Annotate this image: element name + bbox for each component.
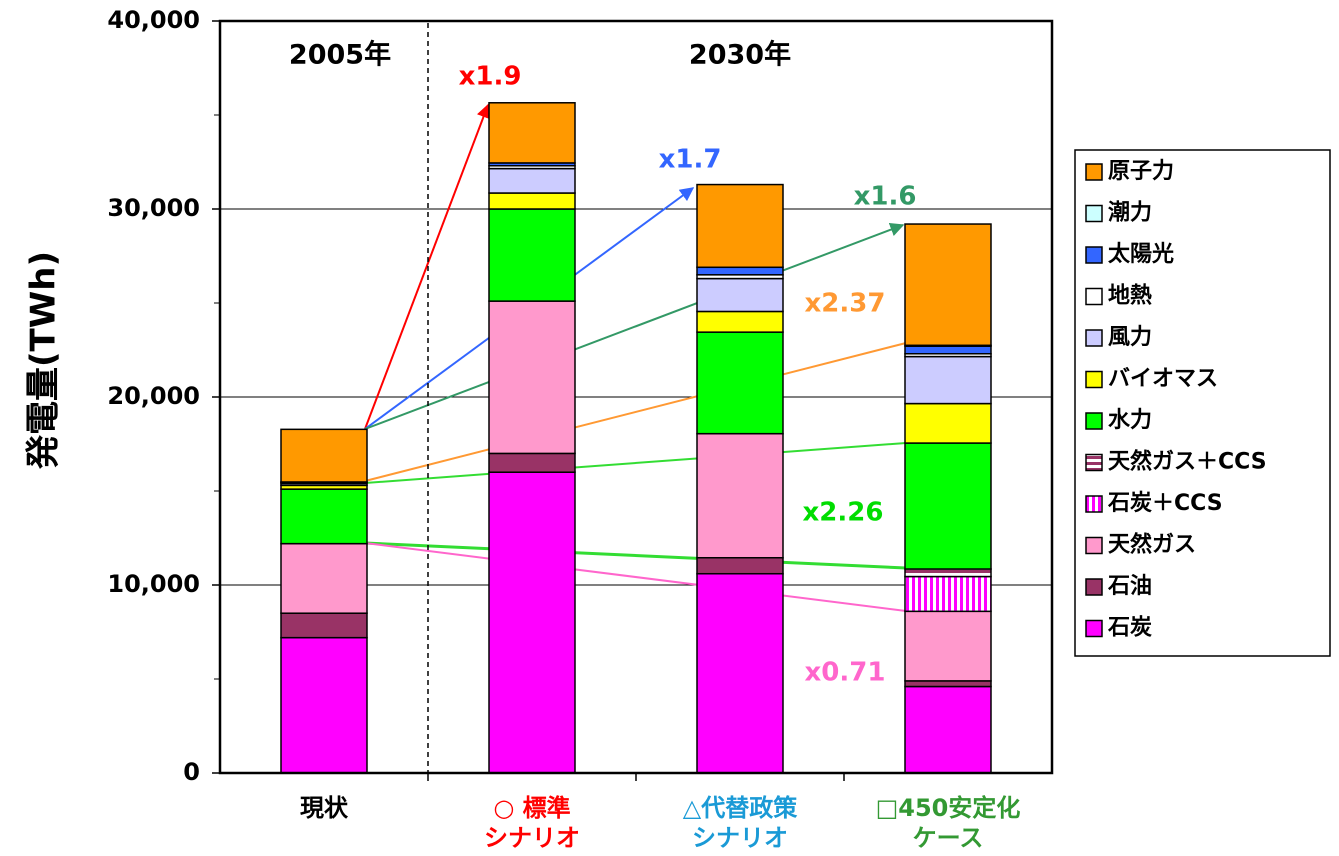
connector bbox=[364, 222, 905, 430]
legend-swatch bbox=[1085, 287, 1103, 306]
bar-segment bbox=[696, 432, 784, 559]
y-axis-label: 発電量(TWh) bbox=[24, 251, 64, 469]
legend-swatch bbox=[1085, 412, 1103, 430]
legend-swatch bbox=[1085, 578, 1103, 596]
bar-segment bbox=[488, 452, 576, 473]
bar-segment bbox=[904, 610, 992, 682]
bar-segment bbox=[488, 471, 576, 774]
bar-segment bbox=[904, 355, 992, 405]
legend-label: 太陽光 bbox=[1108, 242, 1174, 267]
x-tick-label: 現状 bbox=[300, 794, 349, 822]
legend-label: 天然ガス＋CCS bbox=[1108, 449, 1267, 475]
bar-segment bbox=[696, 331, 784, 435]
legend-label: 石油 bbox=[1107, 574, 1152, 599]
annotation: x1.9 bbox=[459, 62, 522, 92]
bar-segment bbox=[696, 266, 784, 276]
bar-segment bbox=[488, 192, 576, 210]
annotation: x1.6 bbox=[854, 182, 917, 212]
annotation: x0.71 bbox=[805, 658, 886, 688]
bar-segment bbox=[280, 542, 368, 614]
legend-label: 水力 bbox=[1108, 408, 1152, 433]
x-tick-label: △代替政策シナリオ bbox=[683, 794, 798, 852]
y-tick-label: 20,000 bbox=[107, 382, 200, 410]
connector bbox=[364, 103, 491, 430]
connector bbox=[364, 541, 907, 570]
legend-swatch bbox=[1085, 495, 1103, 513]
bars bbox=[280, 102, 992, 774]
bar-segment bbox=[280, 488, 368, 545]
y-tick-label: 10,000 bbox=[107, 570, 200, 598]
legend-label: 地熱 bbox=[1108, 283, 1152, 309]
legend-label: 原子力 bbox=[1108, 159, 1174, 184]
bar-segment bbox=[696, 556, 784, 575]
bar-segment bbox=[488, 300, 576, 455]
bar-segment bbox=[488, 208, 576, 302]
bar-segment bbox=[904, 685, 992, 774]
legend-label: 石炭＋CCS bbox=[1107, 490, 1223, 516]
annotation: x2.26 bbox=[803, 498, 884, 528]
legend-label: 天然ガス bbox=[1108, 532, 1196, 558]
bar-segment bbox=[696, 183, 784, 269]
x-tick-label: □450安定化ケース bbox=[876, 794, 1021, 852]
bar-segment bbox=[696, 277, 784, 313]
connectors bbox=[364, 103, 907, 612]
legend-swatch bbox=[1085, 619, 1103, 638]
connector bbox=[364, 442, 907, 484]
legend-label: バイオマス bbox=[1108, 367, 1218, 392]
bar-segment bbox=[696, 310, 784, 333]
bar-segment bbox=[904, 442, 992, 570]
legend-swatch bbox=[1085, 453, 1103, 472]
bar-segment bbox=[696, 572, 784, 774]
connector bbox=[364, 542, 907, 612]
bar-segment bbox=[904, 345, 992, 355]
bar-segment bbox=[488, 167, 576, 194]
connector bbox=[364, 342, 907, 482]
y-tick-label: 0 bbox=[183, 758, 200, 786]
bar-segment bbox=[488, 102, 576, 164]
legend-swatch bbox=[1085, 163, 1103, 181]
x-tick-label: ○ 標準シナリオ bbox=[484, 794, 580, 852]
bar-segment bbox=[904, 575, 992, 613]
legend-swatch bbox=[1085, 370, 1103, 389]
bar-segment bbox=[280, 428, 368, 483]
bar-segment bbox=[280, 636, 368, 774]
annotation: x2.37 bbox=[805, 289, 886, 319]
legend-swatch bbox=[1085, 329, 1103, 347]
legend-label: 風力 bbox=[1108, 325, 1152, 350]
legend-frame bbox=[1074, 149, 1331, 657]
legend-swatch bbox=[1085, 246, 1103, 264]
y-tick-label: 30,000 bbox=[107, 194, 200, 222]
legend-label: 石炭 bbox=[1107, 615, 1152, 641]
legend-label: 潮力 bbox=[1108, 201, 1152, 226]
bar-segment bbox=[904, 568, 992, 578]
bar-segment bbox=[904, 402, 992, 444]
annotation: x1.7 bbox=[659, 145, 722, 175]
period-label: 2005年 bbox=[289, 39, 391, 71]
period-label: 2030年 bbox=[689, 39, 791, 71]
bar-segment bbox=[280, 612, 368, 639]
legend-swatch bbox=[1085, 536, 1103, 555]
y-tick-label: 40,000 bbox=[107, 6, 200, 34]
bar-segment bbox=[904, 223, 992, 347]
legend-swatch bbox=[1085, 204, 1103, 223]
bar-segment bbox=[904, 680, 992, 688]
